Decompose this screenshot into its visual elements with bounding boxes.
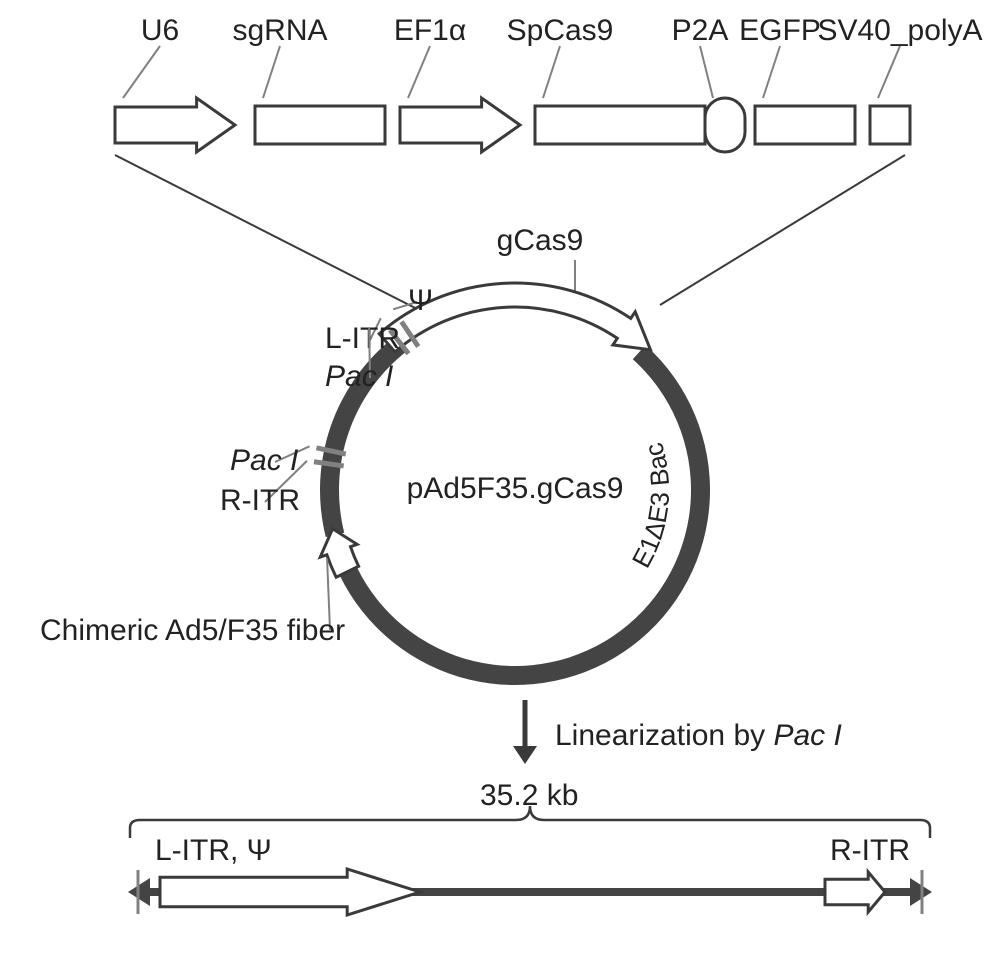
cassette-leader <box>123 46 160 98</box>
fiber-label: Chimeric Ad5/F35 fiber <box>40 614 345 647</box>
cassette-label: SV40_polyA <box>817 14 982 47</box>
linear-left-label: L-ITR, Ψ <box>155 834 272 867</box>
cassette-leader <box>763 46 780 98</box>
cassette-label: U6 <box>141 14 179 47</box>
cassette-box <box>535 106 705 144</box>
linear-right-label: R-ITR <box>830 834 910 867</box>
gcas9-label: gCas9 <box>497 224 584 257</box>
linear-size-label: 35.2 kb <box>480 779 578 812</box>
plasmid-label: Pac I <box>325 360 393 393</box>
cassette-label: EF1α <box>394 14 466 47</box>
cassette-label: sgRNA <box>232 14 327 47</box>
plasmid-name: pAd5F35.gCas9 <box>407 472 624 505</box>
cassette-arrow <box>115 98 235 152</box>
cassette-box <box>870 106 910 144</box>
linearize-arrow-head <box>513 746 537 764</box>
cassette-leader <box>263 46 280 98</box>
cassette-pill <box>705 98 745 152</box>
zoom-line-left <box>115 155 425 313</box>
plasmid-label: L-ITR <box>325 322 400 355</box>
cassette-leader <box>700 46 713 98</box>
plasmid-label: Pac I <box>230 444 298 477</box>
linearize-label: Linearization by Pac I <box>555 719 842 752</box>
cassette-arrow <box>400 98 520 152</box>
cassette-label: P2A <box>672 14 729 47</box>
cassette-box <box>755 106 855 144</box>
zoom-line-right <box>660 155 905 305</box>
cassette-leader <box>543 46 560 98</box>
plasmid-label: R-ITR <box>220 484 300 517</box>
cassette-label: EGFP <box>739 14 821 47</box>
plasmid-label: Ψ <box>408 284 433 317</box>
cassette-box <box>255 106 385 144</box>
cassette-leader <box>878 46 900 98</box>
cassette-leader <box>408 46 430 98</box>
cassette-label: SpCas9 <box>507 14 614 47</box>
linear-white-arrow <box>160 869 420 915</box>
linear-white-arrow <box>825 872 885 912</box>
